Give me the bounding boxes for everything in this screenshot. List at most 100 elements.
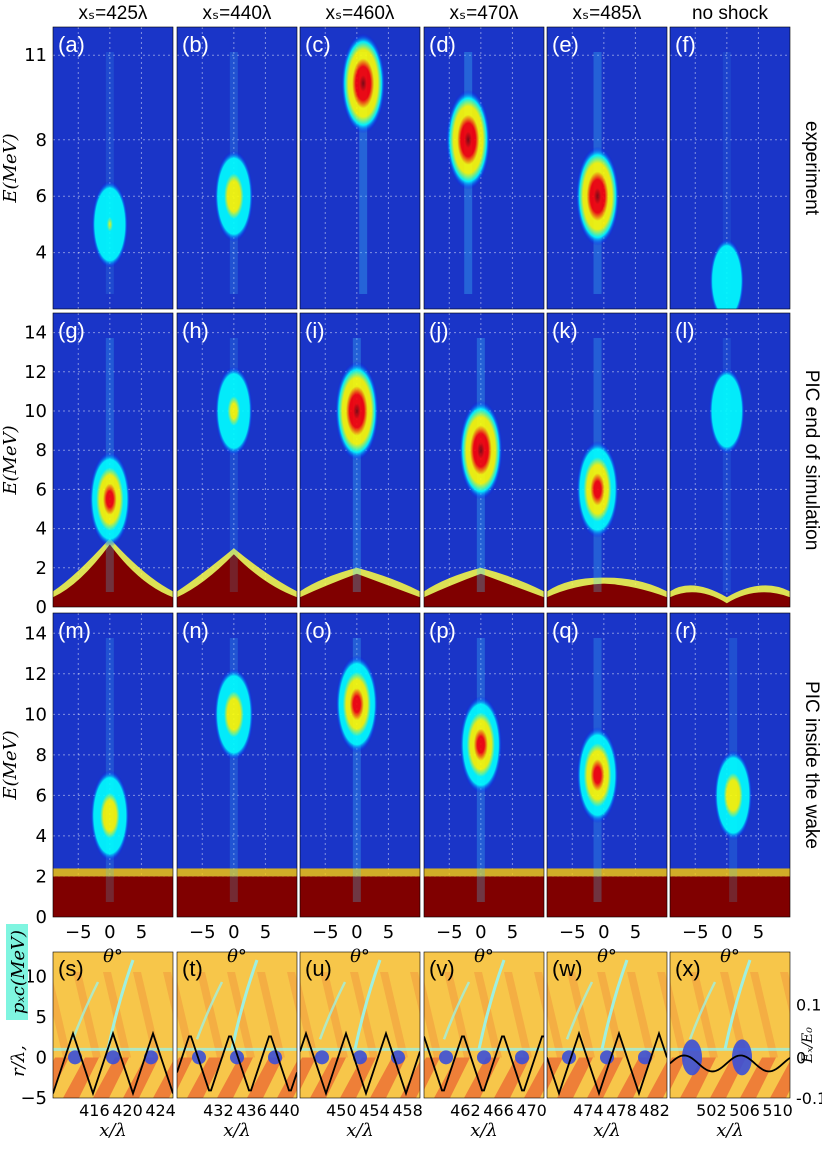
y-tick-label: 14 — [24, 623, 47, 644]
low-energy-band — [424, 876, 544, 917]
wake-stripe — [670, 980, 688, 1058]
wake-stripe — [410, 972, 420, 1015]
panel-label: (x) — [675, 956, 701, 981]
panel-label: (r) — [675, 618, 697, 643]
wake-stripe — [547, 1057, 563, 1090]
wake-stripe — [400, 1061, 420, 1098]
x-tick-label: 454 — [359, 1101, 390, 1120]
x-tick-label: 5 — [260, 922, 271, 943]
wake-stripe — [647, 1061, 667, 1098]
wake-stripe — [740, 1057, 776, 1098]
panel-c: (c) — [299, 26, 421, 310]
right-tick-label: 0.1 — [796, 996, 821, 1015]
x-tick-label: 5 — [753, 922, 764, 943]
wake-stripe — [153, 1061, 173, 1098]
y-tick-label: 12 — [24, 362, 47, 383]
streak — [229, 338, 238, 592]
wake-stripe — [434, 1057, 470, 1098]
momentum-trace — [688, 981, 717, 1040]
panel-r: (r) — [669, 612, 791, 918]
electron-bunch — [638, 1050, 652, 1065]
electron-bunch — [477, 1050, 491, 1065]
streak — [105, 638, 114, 902]
momentum-trace — [565, 981, 594, 1040]
wake-stripe — [670, 1057, 686, 1090]
panel-label: (b) — [182, 32, 209, 57]
x-tick-label: 5 — [630, 922, 641, 943]
wake-stripe — [444, 972, 472, 1058]
panel-g: (g) — [52, 312, 174, 608]
energy-peak — [90, 770, 130, 862]
y-tick-label: 4 — [36, 826, 47, 847]
phase-y-label: r/λ, pₓc(MeV) — [6, 924, 29, 1077]
panel-j: (j) — [423, 312, 545, 608]
wake-stripe — [547, 980, 565, 1058]
field-trace — [177, 1035, 297, 1092]
mound-core — [424, 573, 544, 607]
momentum-trace — [230, 959, 259, 1050]
mound-core — [177, 554, 297, 607]
streak — [722, 338, 731, 592]
momentum-trace — [353, 959, 382, 1050]
low-energy-band — [53, 876, 173, 917]
wake-stripe — [567, 972, 595, 1058]
wake-stripe — [504, 972, 532, 1058]
mound-core — [300, 573, 420, 607]
field-trace — [53, 1030, 173, 1097]
energy-peak — [575, 146, 620, 246]
wake-stripe — [63, 1057, 99, 1098]
wake-stripe — [750, 972, 778, 1058]
wake-stripe — [424, 980, 442, 1058]
row-label: experiment — [801, 121, 822, 216]
panel-background — [53, 613, 173, 917]
electron-bunch — [515, 1050, 529, 1065]
wake-stripe — [320, 972, 348, 1058]
x-tick-label: 0 — [598, 922, 609, 943]
field-trace — [670, 1054, 790, 1073]
y-tick-label: −5 — [20, 1088, 47, 1109]
mound-core — [547, 583, 667, 607]
x-axis-label: θ° — [597, 946, 617, 967]
x-tick-label: −5 — [559, 922, 586, 943]
x-axis-label: θ° — [103, 946, 123, 967]
panel-label: (u) — [305, 956, 332, 981]
panel-t: (t) — [176, 951, 298, 1099]
x-tick-label: 0 — [104, 922, 115, 943]
x-axis-label: θ° — [227, 946, 247, 967]
panel-label: (l) — [675, 318, 695, 343]
band-halo — [177, 868, 297, 877]
wake-stripe — [177, 980, 195, 1058]
energy-peak — [89, 451, 131, 547]
column-title: xₛ=440λ — [203, 3, 272, 24]
column-title: no shock — [692, 3, 769, 24]
energy-peak — [459, 696, 502, 794]
right-axis-label: Eₓ/E₀ — [800, 1027, 816, 1064]
wake-stripe — [524, 1061, 544, 1098]
wake-stripe — [690, 972, 718, 1058]
panel-label: (v) — [429, 956, 455, 981]
wake-stripe — [177, 1057, 193, 1090]
x-tick-label: 440 — [269, 1101, 300, 1120]
wake-stripe — [534, 972, 544, 1015]
momentum-trace — [600, 959, 629, 1050]
x-tick-label: 5 — [383, 922, 394, 943]
panel-label: (g) — [58, 318, 85, 343]
x-axis-label: x/λ — [716, 1120, 744, 1141]
y-axis-label: E(MeV) — [0, 730, 21, 800]
panel-label: (a) — [58, 32, 85, 57]
x-tick-label: 474 — [573, 1101, 604, 1120]
low-energy-band — [547, 876, 667, 917]
x-tick-label: 420 — [112, 1101, 143, 1120]
x-axis-label: x/λ — [223, 1120, 251, 1141]
energy-peak — [215, 366, 253, 456]
band-halo — [53, 868, 173, 877]
x-tick-label: 5 — [136, 922, 147, 943]
streak — [229, 638, 238, 902]
x-tick-label: 416 — [79, 1101, 110, 1120]
wake-stripe — [657, 972, 667, 1015]
panel-label: (c) — [305, 32, 331, 57]
momentum-trace — [318, 981, 347, 1040]
x-tick-label: 5 — [507, 922, 518, 943]
x-tick-label: 466 — [483, 1101, 514, 1120]
